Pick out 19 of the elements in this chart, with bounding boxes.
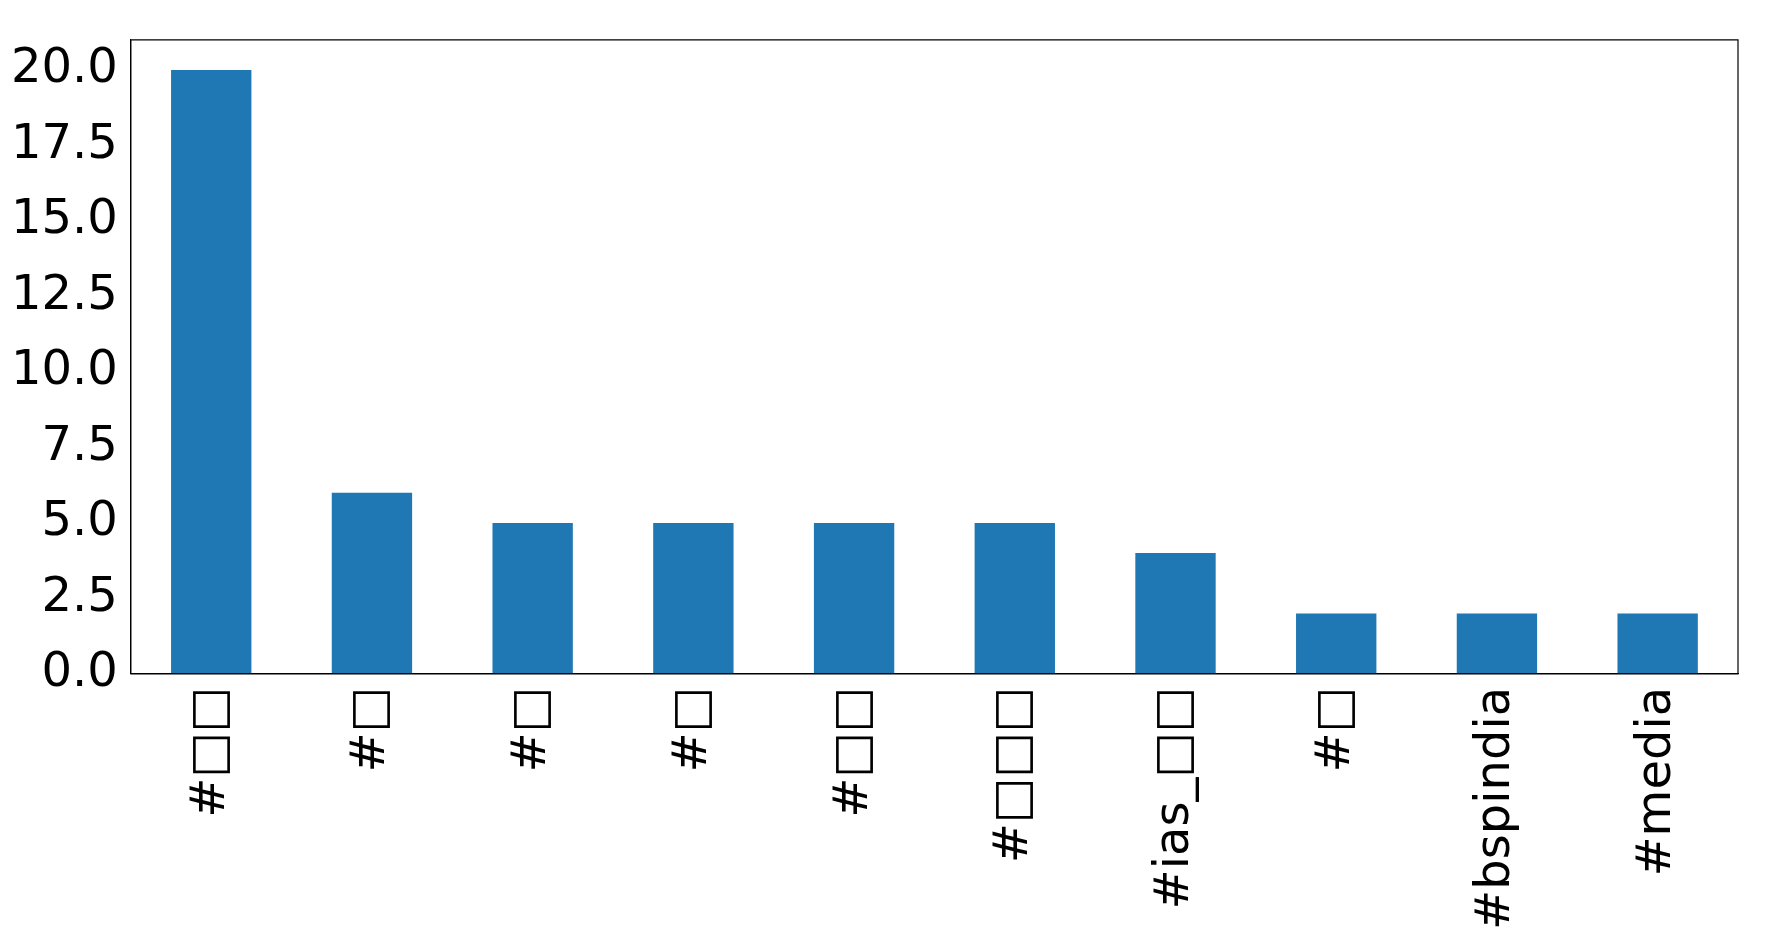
x-tick-label: #□□□ [982, 686, 1039, 864]
y-tick-label: 0.0 [41, 641, 118, 698]
x-tick-label: #bspindia [1464, 686, 1521, 930]
y-tick-label: 7.5 [41, 414, 118, 471]
y-tick-label: 15.0 [11, 188, 118, 245]
x-tick-label: #media [1625, 686, 1682, 877]
y-tick-label: 2.5 [41, 565, 118, 622]
x-tick-label: #□ [500, 686, 557, 773]
x-tick-label: #□ [660, 686, 717, 773]
y-tick-label: 17.5 [11, 112, 118, 169]
x-tick-label: #□ [339, 686, 396, 773]
y-tick-label: 5.0 [41, 490, 118, 547]
x-tick-label: #□□ [821, 686, 878, 818]
y-tick-label: 20.0 [11, 37, 118, 94]
y-tick-label: 10.0 [11, 339, 118, 396]
x-tick-label: #□ [1303, 686, 1360, 773]
y-tick-label: 12.5 [11, 263, 118, 320]
x-tick-label: #□□ [178, 686, 235, 818]
x-tick-label: #ias_□□ [1142, 686, 1199, 910]
